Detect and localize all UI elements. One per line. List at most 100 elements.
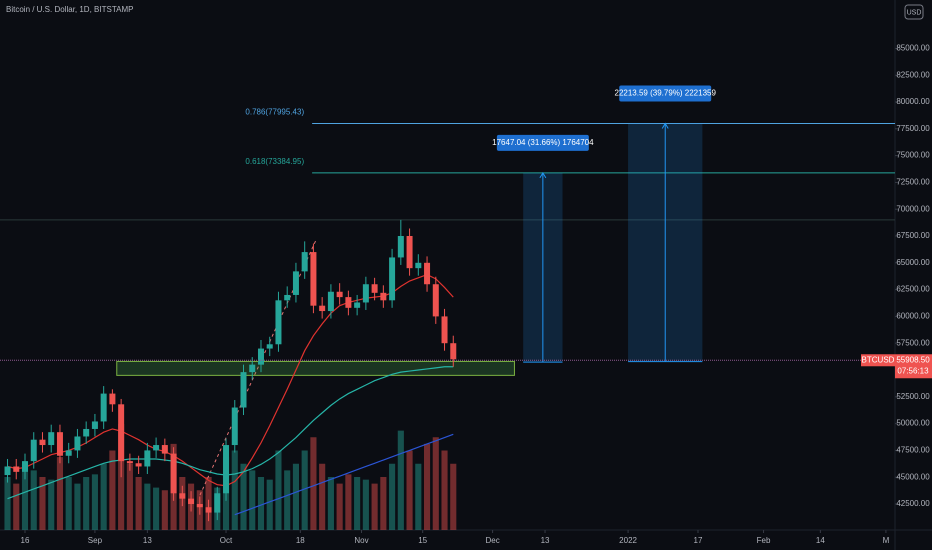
symbol-tag	[861, 354, 895, 367]
currency-badge[interactable]	[904, 4, 924, 20]
volume-bar	[327, 477, 334, 530]
volume-bar	[153, 487, 160, 530]
candle-body	[13, 466, 20, 472]
candle-body	[223, 445, 230, 494]
measure-arrowhead	[539, 171, 547, 179]
candle-body	[144, 450, 151, 467]
volume-bar	[292, 463, 300, 530]
candle-body	[100, 393, 107, 422]
volume-bar	[39, 477, 46, 530]
volume-bar	[406, 450, 413, 530]
volume-bar	[249, 470, 256, 530]
x-tick-label: Dec	[485, 536, 499, 545]
measure-label-box	[619, 85, 712, 102]
candle-body	[389, 257, 396, 301]
candle-body	[240, 372, 247, 408]
measure-label: 17647.04 (31.66%) 1764704	[492, 138, 594, 147]
y-tick-label: 75000.00	[896, 151, 930, 160]
volume-bar	[336, 483, 343, 530]
x-tick-label: 17	[694, 536, 703, 545]
volume-bar	[362, 479, 369, 530]
y-tick-label: 72500.00	[896, 178, 930, 187]
candle-body	[74, 436, 81, 451]
candle-body	[126, 461, 133, 464]
candle-body	[362, 284, 369, 303]
volume-bar	[310, 437, 317, 530]
volume-bar	[432, 437, 439, 530]
candle-body	[91, 421, 98, 429]
candle-body	[205, 507, 212, 513]
volume-bar	[423, 443, 431, 530]
y-tick-label: 57500.00	[896, 338, 930, 347]
x-tick-label: Nov	[354, 536, 368, 545]
volume-bar	[380, 477, 387, 530]
candle-body	[231, 407, 238, 446]
candle-body	[292, 271, 299, 295]
candle-body	[118, 404, 125, 462]
measure-label-box	[496, 134, 589, 151]
y-tick-label: 52500.00	[896, 392, 930, 401]
volume-bar	[21, 463, 29, 530]
candle-body	[39, 439, 46, 446]
candle-body	[214, 493, 221, 513]
volume-bar	[135, 477, 142, 530]
y-tick-label: 42500.00	[896, 499, 930, 508]
volume-bar	[144, 483, 151, 530]
currency-label: USD	[907, 9, 922, 16]
chart-title: Bitcoin / U.S. Dollar, 1D, BITSTAMP	[6, 5, 133, 14]
price-tag	[895, 354, 932, 379]
volume-bar	[266, 479, 273, 530]
y-tick-label: 47500.00	[896, 446, 930, 455]
candle-body	[406, 236, 413, 269]
measure-arrowhead	[661, 122, 669, 129]
candle-body	[424, 262, 431, 285]
candle-body	[48, 432, 55, 446]
candle-body	[179, 493, 186, 499]
candle-body	[153, 445, 160, 451]
volume-bar	[257, 477, 265, 530]
x-tick-label: 13	[541, 536, 550, 545]
candle-body	[441, 316, 448, 344]
volume-bar	[345, 474, 352, 530]
y-tick-label: 77500.00	[896, 124, 930, 133]
candle-body	[4, 466, 11, 476]
y-tick-label: 80000.00	[896, 97, 930, 106]
candle-body	[380, 292, 387, 301]
candle-body	[65, 450, 72, 456]
candle-body	[345, 297, 352, 308]
x-tick-label: 16	[21, 536, 30, 545]
volume-bar	[161, 490, 168, 530]
candle-body	[161, 445, 168, 454]
volume-bar	[450, 463, 457, 530]
y-tick-label: 60000.00	[896, 312, 930, 321]
symbol-label: BTCUSD	[862, 355, 895, 364]
volume-bar	[441, 450, 448, 530]
candle-body	[109, 393, 116, 405]
candle-body	[415, 262, 422, 269]
volume-bar	[13, 483, 20, 530]
candle-body	[170, 453, 177, 494]
volume-bar	[48, 479, 55, 530]
candle-body	[257, 348, 264, 365]
trend-drawing	[199, 239, 317, 496]
candle-body	[188, 498, 195, 505]
x-tick-label: 14	[816, 536, 825, 545]
candle-body	[310, 252, 317, 306]
volume-bar	[126, 463, 133, 530]
countdown: 07:56:13	[897, 366, 929, 375]
candle-body	[275, 300, 282, 345]
y-tick-label: 67500.00	[896, 231, 930, 240]
volume-bar	[354, 477, 361, 530]
x-tick-label: 13	[143, 536, 152, 545]
x-tick-label: Oct	[220, 536, 233, 545]
candle-body	[327, 291, 334, 312]
measure-label: 22213.59 (39.79%) 2221359	[615, 89, 717, 98]
fib-label: 0.786(77995.43)	[245, 108, 304, 117]
candle-body	[266, 344, 273, 349]
candle-body	[83, 428, 90, 437]
candle-body	[319, 305, 326, 312]
y-tick-label: 50000.00	[896, 419, 930, 428]
volume-bar	[371, 483, 378, 530]
